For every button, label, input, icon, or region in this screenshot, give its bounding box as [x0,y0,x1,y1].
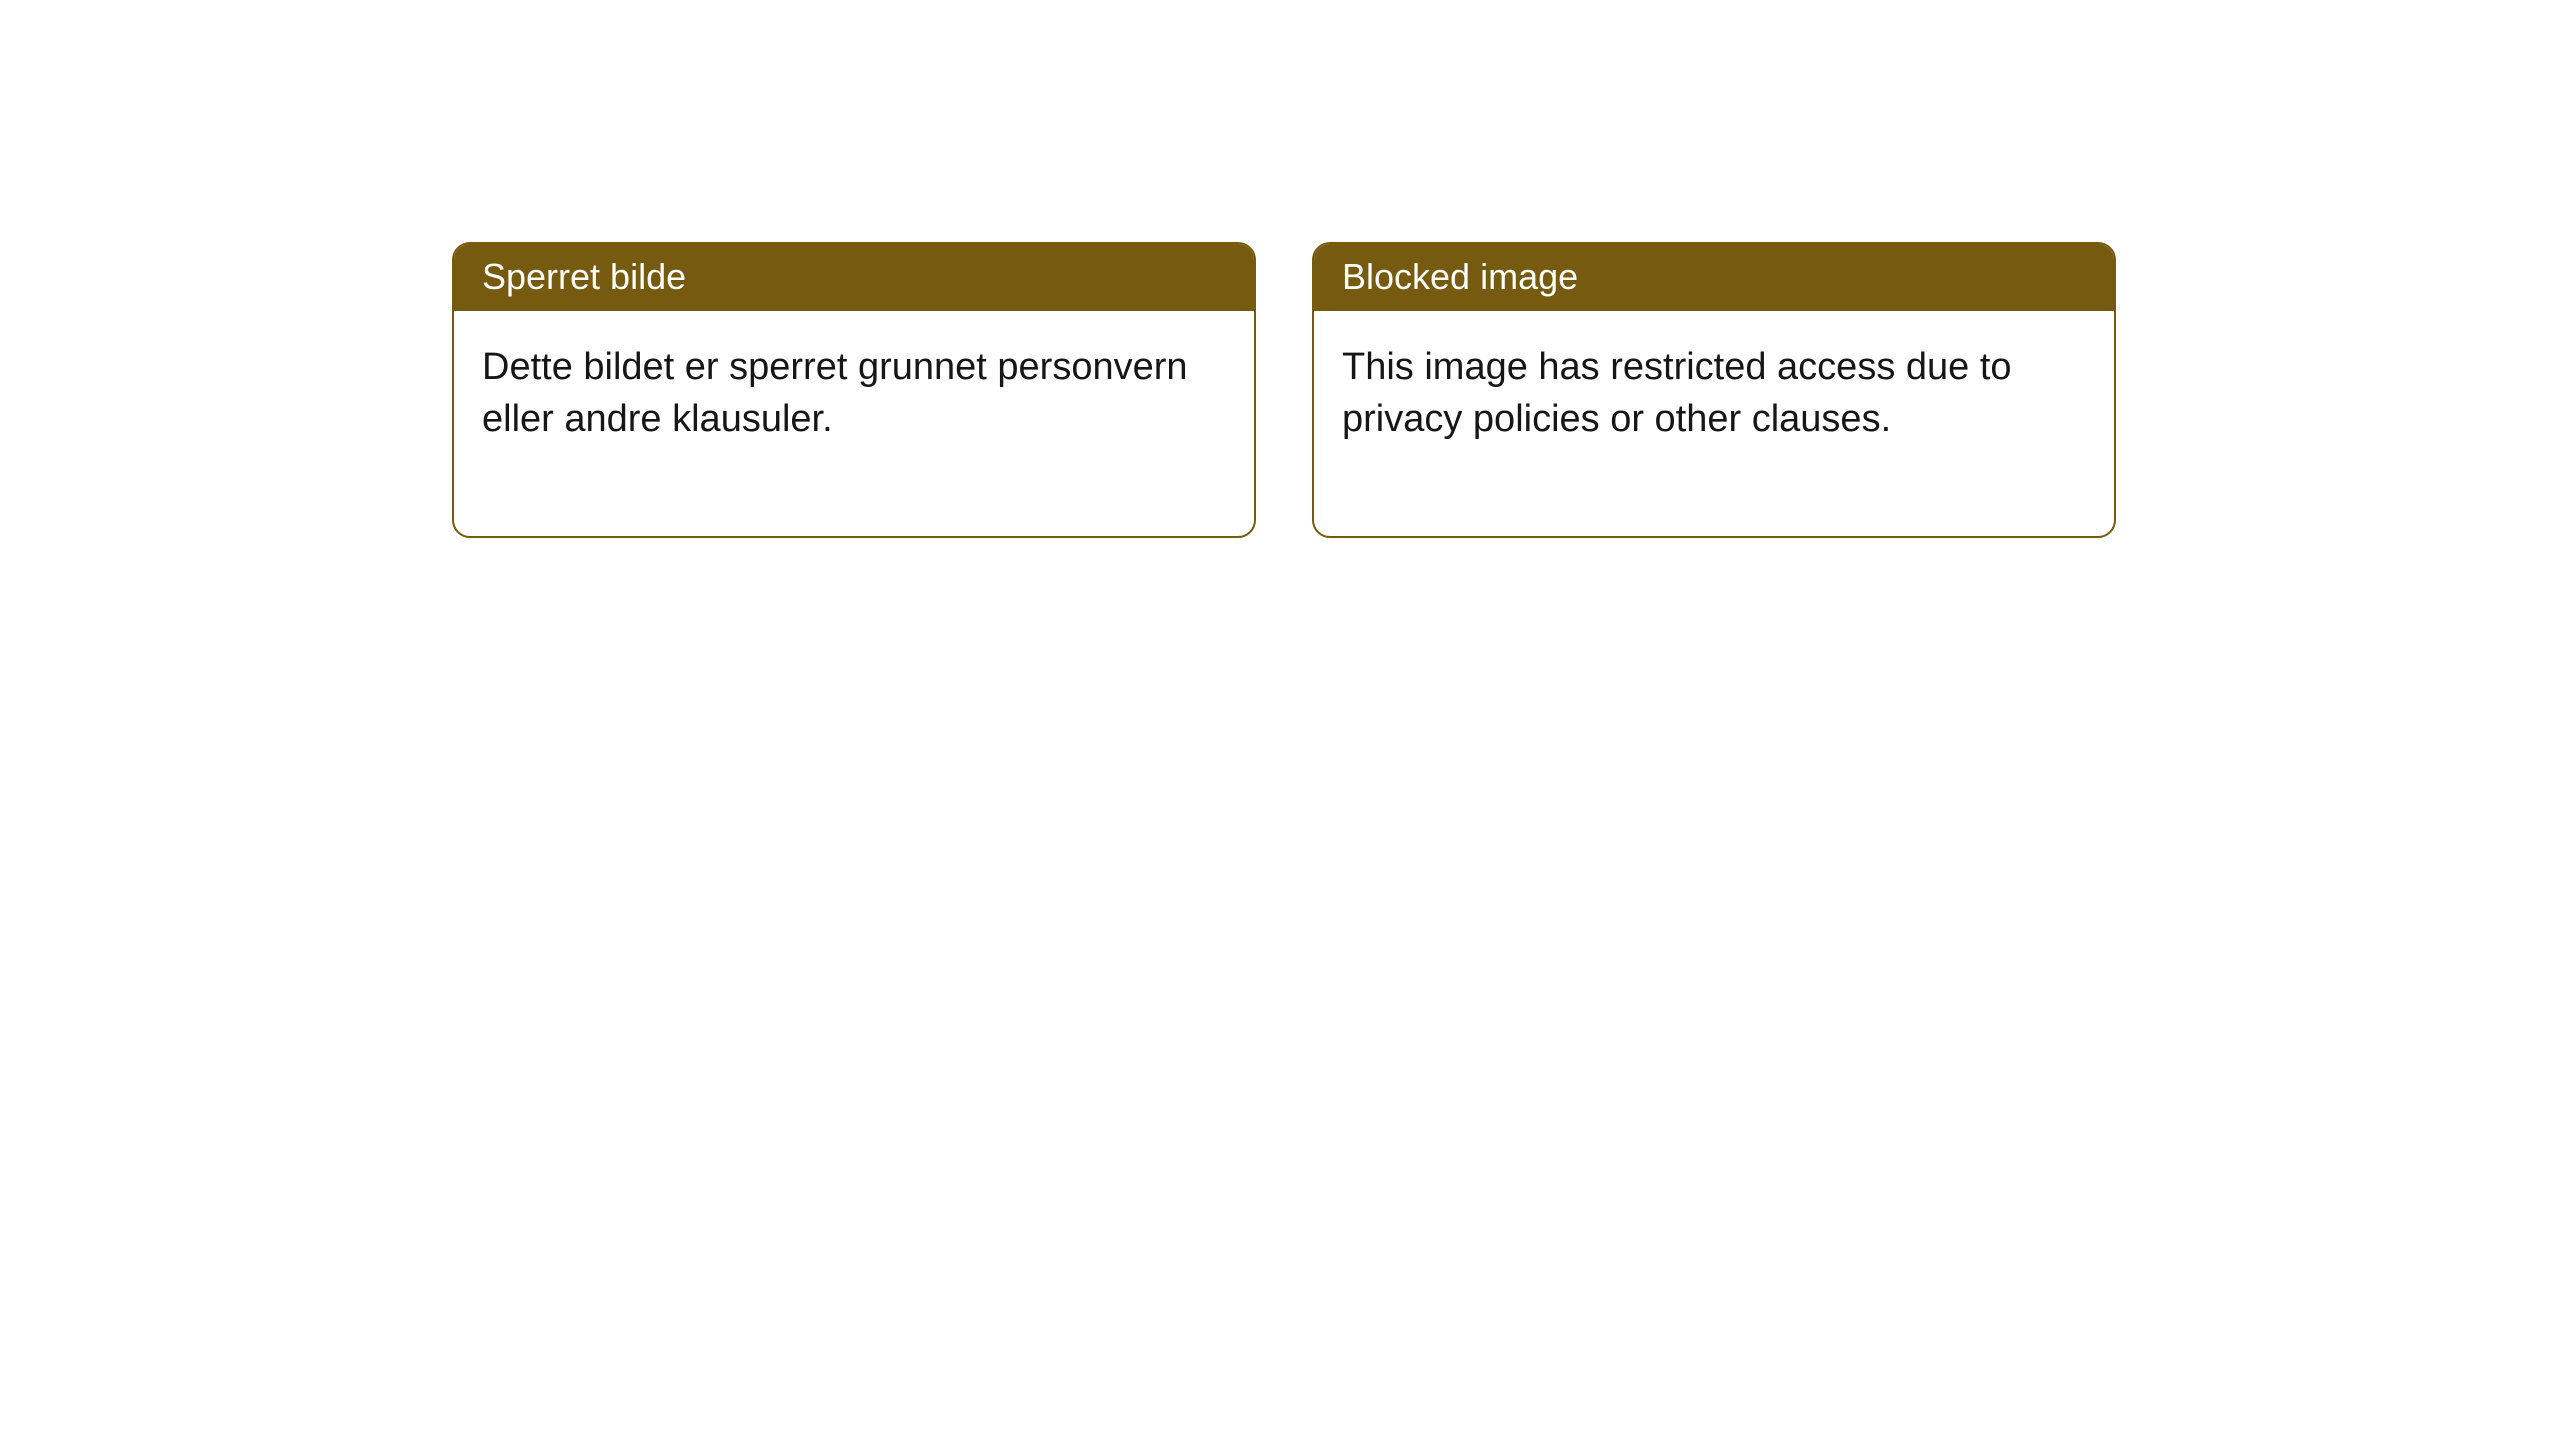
notice-body-no: Dette bildet er sperret grunnet personve… [454,311,1254,536]
notice-card-no: Sperret bilde Dette bildet er sperret gr… [452,242,1256,538]
notice-title-no: Sperret bilde [454,244,1254,311]
notice-container: Sperret bilde Dette bildet er sperret gr… [0,0,2560,538]
notice-card-en: Blocked image This image has restricted … [1312,242,2116,538]
notice-body-en: This image has restricted access due to … [1314,311,2114,536]
notice-title-en: Blocked image [1314,244,2114,311]
